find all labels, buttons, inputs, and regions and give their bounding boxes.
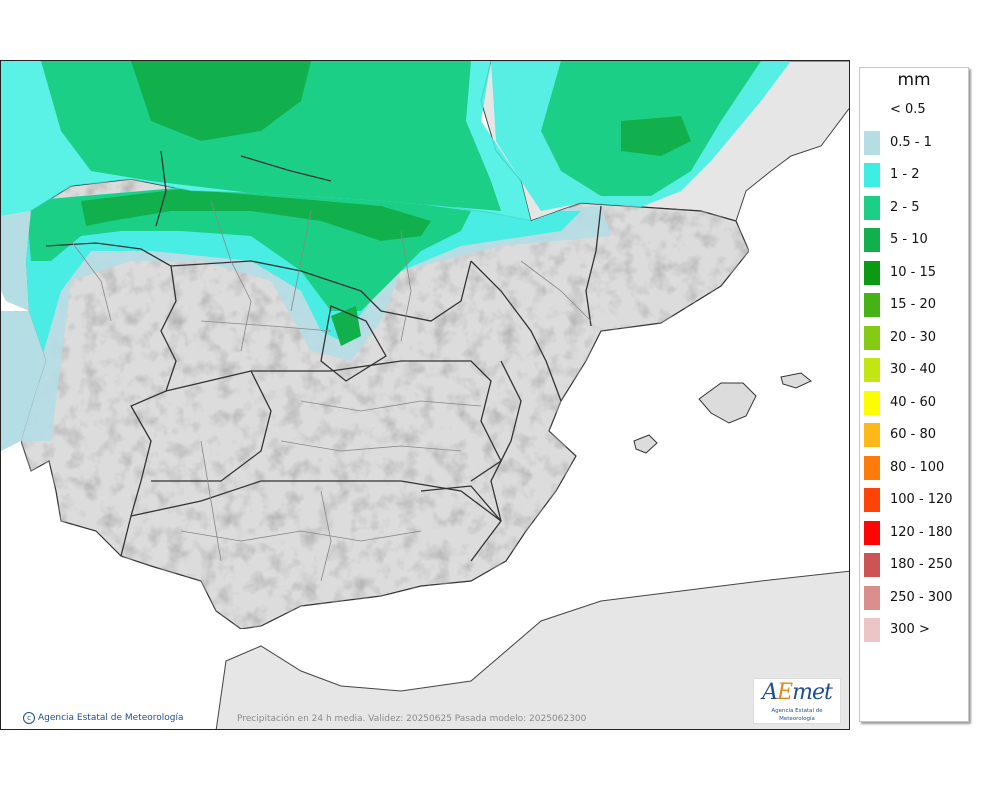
border-catalonia — [585, 205, 602, 327]
legend-item: 20 - 30 — [864, 324, 966, 350]
precip-land — [21, 186, 611, 441]
legend-label: 15 - 20 — [890, 297, 937, 312]
borders — [45, 150, 602, 562]
legend-swatch — [864, 98, 880, 122]
aemet-logo: AEmet Agencia Estatal de Meteorología — [753, 678, 841, 724]
map-caption: Precipitación en 24 h media. Validez: 20… — [237, 714, 587, 724]
legend-item: 2 - 5 — [864, 194, 966, 220]
copyright-icon: c — [23, 712, 35, 724]
legend-label: 120 - 180 — [890, 524, 953, 540]
legend-swatch — [864, 423, 880, 447]
legend-swatch — [864, 325, 880, 350]
border-valencia — [490, 360, 522, 522]
legend-item: 40 - 60 — [864, 389, 966, 415]
legend-label: 2 - 5 — [890, 199, 920, 215]
legend-swatch — [864, 618, 880, 642]
logo-wordmark: AEmet — [754, 679, 840, 707]
legend-item: 80 - 100 — [864, 454, 966, 480]
legend-label: 0.5 - 1 — [890, 134, 932, 150]
legend-label: 180 - 250 — [890, 557, 953, 572]
legend-item: 250 - 300 — [864, 584, 966, 610]
border-aragon — [470, 260, 562, 402]
copyright-text: Agencia Estatal de Meteorología — [38, 713, 184, 723]
legend-swatch — [864, 195, 880, 220]
portugal-border — [45, 242, 177, 557]
logo-letter-e: E — [777, 680, 793, 705]
legend-item: 300 > — [864, 616, 966, 642]
legend-label: 1 - 2 — [890, 167, 920, 182]
logo-letter-a: A — [762, 680, 778, 705]
menorca — [780, 372, 812, 389]
legend-label: 60 - 80 — [890, 427, 937, 442]
legend-item: 180 - 250 — [864, 551, 966, 577]
legend-item: 100 - 120 — [864, 486, 966, 512]
legend-label: 30 - 40 — [890, 362, 937, 377]
legend-item: 0.5 - 1 — [864, 129, 966, 155]
legend-item: 1 - 2 — [864, 161, 966, 187]
legend-swatch — [864, 163, 880, 187]
legend-swatch — [864, 228, 880, 252]
copyright-notice: c Agencia Estatal de Meteorología — [23, 712, 184, 724]
logo-letters-met: met — [792, 680, 833, 705]
map-canvas — [1, 61, 849, 729]
africa-land — [215, 570, 849, 729]
legend-swatch — [864, 488, 880, 512]
legend-swatch — [864, 358, 880, 382]
legend-label: < 0.5 — [890, 102, 926, 117]
legend-item: 60 - 80 — [864, 421, 966, 447]
border-madrid — [320, 305, 387, 382]
legend-item: 15 - 20 — [864, 291, 966, 317]
legend-item: 30 - 40 — [864, 356, 966, 382]
legend-swatch — [864, 293, 880, 317]
border-castilla-leon — [170, 260, 472, 322]
legend-swatch — [864, 260, 880, 285]
legend-item: < 0.5 — [864, 96, 966, 122]
legend-item: 10 - 15 — [864, 259, 966, 285]
legend-label: 300 > — [890, 622, 930, 637]
border-castilla-mancha — [251, 360, 502, 482]
legend-label: 40 - 60 — [890, 394, 937, 410]
legend-label: 80 - 100 — [890, 459, 945, 475]
precipitation-map: c Agencia Estatal de Meteorología Precipi… — [0, 60, 850, 730]
mallorca — [698, 382, 757, 424]
legend-label: 100 - 120 — [890, 492, 953, 507]
legend-label: 250 - 300 — [890, 589, 953, 605]
legend-swatch — [864, 130, 880, 155]
precip-sea — [1, 61, 791, 451]
border-andalucia — [130, 480, 502, 522]
legend-label: 10 - 15 — [890, 264, 937, 280]
border-galicia — [155, 150, 167, 227]
legend-label: 20 - 30 — [890, 329, 937, 345]
border-murcia — [420, 485, 502, 562]
logo-subtitle: Agencia Estatal de Meteorología — [771, 708, 823, 722]
legend-unit: mm — [897, 70, 931, 90]
legend-item: 5 - 10 — [864, 226, 966, 252]
border-asturias — [240, 155, 332, 182]
ibiza — [633, 434, 658, 454]
legend-swatch — [864, 553, 880, 577]
legend-item: 120 - 180 — [864, 519, 966, 545]
legend-swatch — [864, 585, 880, 610]
legend-label: 5 - 10 — [890, 232, 928, 247]
province-borders — [70, 200, 592, 582]
legend-swatch — [864, 390, 880, 415]
legend-swatch — [864, 455, 880, 480]
precipitation-legend: mm < 0.5 0.5 - 1 1 - 2 2 - 5 5 - 10 10 - 15 15… — [859, 67, 969, 722]
legend-swatch — [864, 520, 880, 545]
border-extremadura — [151, 370, 272, 482]
